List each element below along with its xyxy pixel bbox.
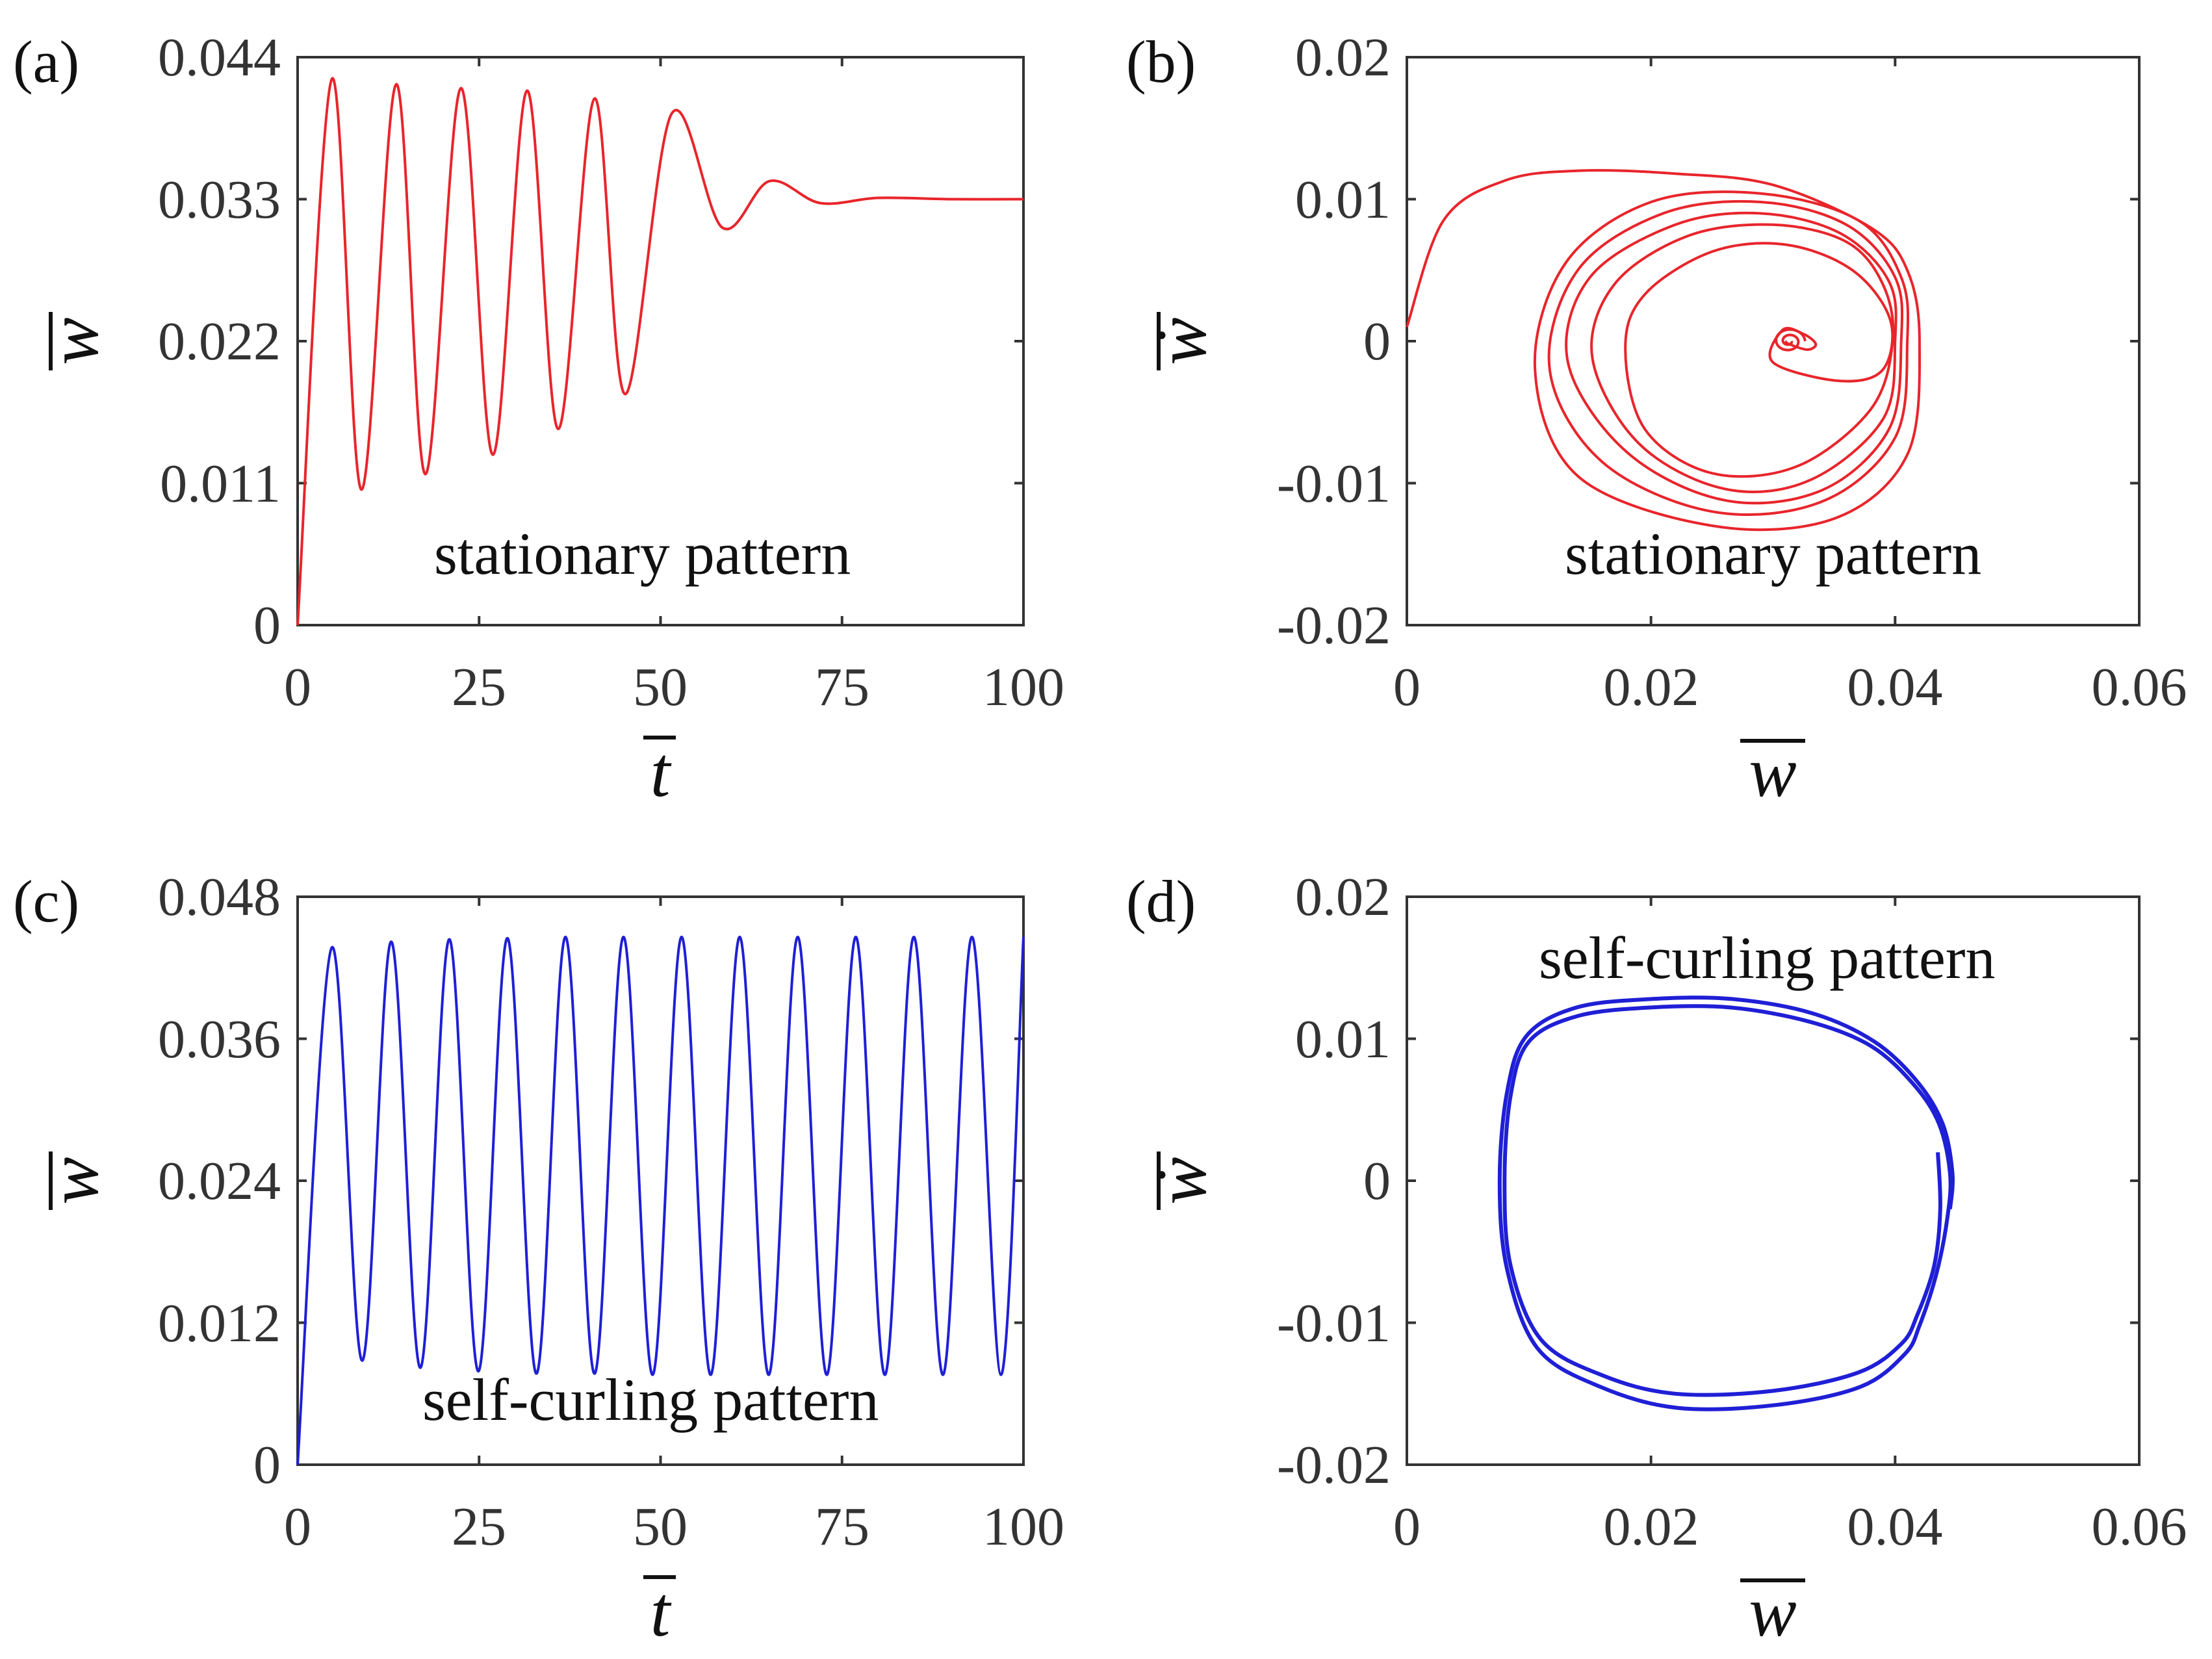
fixed-point-spiral xyxy=(1775,328,1807,352)
y-tick-label: 0.02 xyxy=(1295,867,1391,927)
series-line xyxy=(296,77,1024,626)
y-axis-label-text: w xyxy=(34,317,113,365)
y-axis-label-text: ẇ xyxy=(1142,317,1221,365)
x-axis-label-text: t xyxy=(650,732,672,812)
y-tick-labels: -0.02 -0.01 0 0.01 0.02 xyxy=(1277,27,1391,656)
x-tick-label: 0.04 xyxy=(1847,1497,1943,1557)
x-axis-label-text: w xyxy=(1749,1572,1796,1651)
x-tick-label: 25 xyxy=(452,657,506,717)
y-axis-label: w xyxy=(34,312,113,370)
y-axis-label: ẇ xyxy=(1142,1151,1221,1210)
panel-b: (b) -0.02 -0.01 0 0.01 0.02 0 0.02 0.04 … xyxy=(1126,27,2187,812)
panel-label: (b) xyxy=(1126,29,1196,95)
panel-label: (d) xyxy=(1126,868,1196,934)
y-tick-label: -0.01 xyxy=(1277,454,1391,514)
y-tick-labels: -0.02 -0.01 0 0.01 0.02 xyxy=(1277,867,1391,1495)
y-axis-label: ẇ xyxy=(1142,312,1221,370)
x-tick-label: 50 xyxy=(633,1497,688,1557)
x-tick-label: 0 xyxy=(1393,657,1421,717)
series-group xyxy=(296,77,1024,626)
x-tick-label: 0 xyxy=(284,657,311,717)
x-tick-label: 0 xyxy=(284,1497,311,1557)
pattern-annotation: stationary pattern xyxy=(434,521,851,587)
x-tick-label: 0.02 xyxy=(1604,1497,1699,1557)
y-tick-label: 0 xyxy=(253,1435,281,1495)
x-tick-label: 0.06 xyxy=(2092,657,2187,717)
x-axis-label: t xyxy=(643,732,676,812)
x-axis-label-text: w xyxy=(1749,732,1796,812)
y-tick-labels: 0 0.012 0.024 0.036 0.048 xyxy=(158,867,281,1495)
y-axis-label-text: w xyxy=(34,1157,113,1204)
series-group xyxy=(296,935,1025,1465)
panel-a: (a) 0 0.011 0.022 0.033 0.044 0 25 50 75… xyxy=(13,27,1064,812)
x-tick-label: 100 xyxy=(983,1497,1064,1557)
series-line xyxy=(296,935,1025,1465)
x-tick-label: 25 xyxy=(452,1497,506,1557)
x-axis-label-text: t xyxy=(650,1572,672,1651)
tick-marks xyxy=(1406,56,2141,626)
x-tick-labels: 0 25 50 75 100 xyxy=(284,1497,1064,1557)
x-axis-label: w xyxy=(1740,1572,1805,1651)
panel-label: (a) xyxy=(13,29,79,95)
y-tick-label: 0 xyxy=(1363,1151,1391,1211)
x-axis-label: w xyxy=(1740,732,1805,812)
series-line xyxy=(1406,169,1922,532)
series-group xyxy=(1497,996,1955,1411)
tick-marks xyxy=(1406,895,2141,1466)
x-tick-label: 100 xyxy=(983,657,1064,717)
x-tick-label: 0.02 xyxy=(1604,657,1699,717)
y-tick-labels: 0 0.011 0.022 0.033 0.044 xyxy=(158,27,281,656)
y-tick-label: 0.011 xyxy=(160,454,281,514)
y-tick-label: 0.033 xyxy=(158,170,281,230)
y-tick-label: 0 xyxy=(253,595,281,656)
x-tick-label: 75 xyxy=(815,657,869,717)
y-tick-label: -0.02 xyxy=(1277,1435,1391,1495)
y-tick-label: 0.012 xyxy=(158,1293,281,1354)
x-tick-label: 75 xyxy=(815,1497,869,1557)
series-line xyxy=(1497,996,1955,1411)
panel-d: (d) -0.02 -0.01 0 0.01 0.02 0 0.02 0.04 … xyxy=(1126,867,2187,1651)
y-axis-label: w xyxy=(34,1151,113,1210)
y-tick-label: 0.01 xyxy=(1295,1009,1391,1070)
pattern-annotation: self-curling pattern xyxy=(1539,925,1996,991)
y-tick-label: -0.02 xyxy=(1277,595,1391,656)
y-tick-label: 0.022 xyxy=(158,311,281,372)
x-tick-labels: 0 25 50 75 100 xyxy=(284,657,1064,717)
x-tick-label: 0 xyxy=(1393,1497,1421,1557)
y-tick-label: 0.048 xyxy=(158,867,281,927)
y-tick-label: 0.02 xyxy=(1295,27,1391,88)
series-group xyxy=(1406,169,1922,532)
x-tick-labels: 0 0.02 0.04 0.06 xyxy=(1393,1497,2187,1557)
x-axis-label: t xyxy=(643,1572,676,1651)
y-tick-label: 0.01 xyxy=(1295,170,1391,230)
y-tick-label: -0.01 xyxy=(1277,1293,1391,1354)
x-tick-label: 0.06 xyxy=(2092,1497,2187,1557)
panel-label: (c) xyxy=(13,868,79,934)
y-tick-label: 0.036 xyxy=(158,1009,281,1070)
y-tick-label: 0.024 xyxy=(158,1151,281,1211)
pattern-annotation: stationary pattern xyxy=(1565,521,1981,587)
panel-c: (c) 0 0.012 0.024 0.036 0.048 0 25 50 75… xyxy=(13,867,1064,1651)
x-tick-labels: 0 0.02 0.04 0.06 xyxy=(1393,657,2187,717)
y-axis-label-text: ẇ xyxy=(1142,1157,1221,1204)
pattern-annotation: self-curling pattern xyxy=(422,1367,879,1433)
y-tick-label: 0.044 xyxy=(158,27,281,88)
y-tick-label: 0 xyxy=(1363,311,1391,372)
x-tick-label: 50 xyxy=(633,657,688,717)
x-tick-label: 0.04 xyxy=(1847,657,1943,717)
